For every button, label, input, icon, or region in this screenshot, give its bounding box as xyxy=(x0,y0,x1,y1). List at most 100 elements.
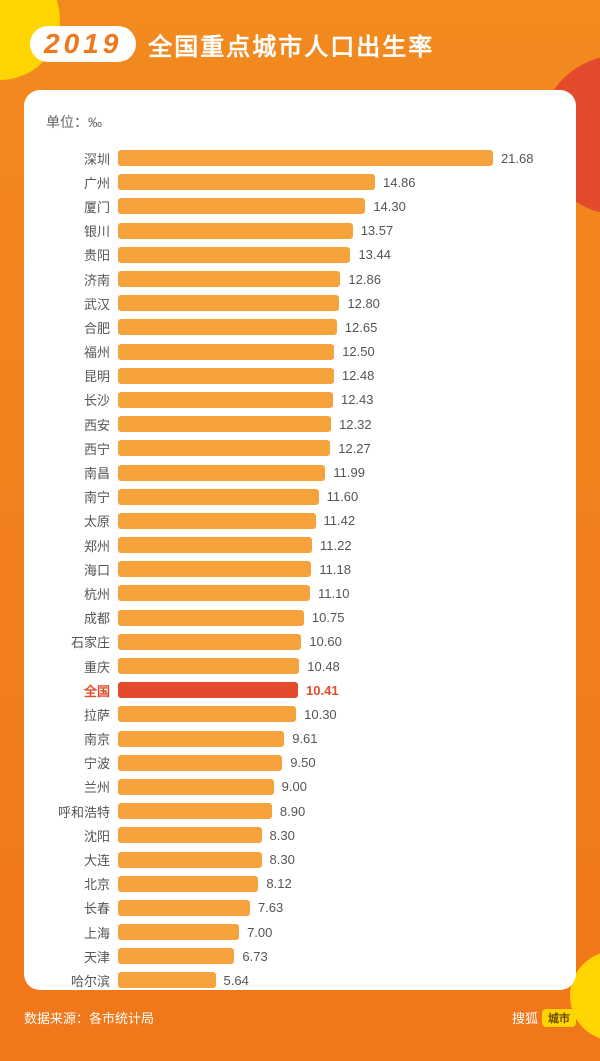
bar-label: 南京 xyxy=(46,729,118,748)
bar-label: 天津 xyxy=(46,947,118,966)
bar-label: 呼和浩特 xyxy=(46,802,118,821)
bar xyxy=(118,271,340,287)
year-pill: 2019 xyxy=(30,26,136,62)
bar-wrap: 10.60 xyxy=(118,634,554,650)
bar-label: 上海 xyxy=(46,923,118,942)
bar-label: 南昌 xyxy=(46,463,118,482)
bar-wrap: 13.57 xyxy=(118,223,554,239)
bar-value: 13.44 xyxy=(358,247,391,262)
bar-wrap: 12.43 xyxy=(118,392,554,408)
bar-row: 长春7.63 xyxy=(46,896,554,920)
bar xyxy=(118,827,262,843)
bar-label: 济南 xyxy=(46,270,118,289)
bar-row: 北京8.12 xyxy=(46,872,554,896)
bar-value: 9.61 xyxy=(292,731,317,746)
bar-row: 贵阳13.44 xyxy=(46,243,554,267)
bar-row: 南京 9.61 xyxy=(46,727,554,751)
bar-wrap: 10.75 xyxy=(118,610,554,626)
bar xyxy=(118,682,298,698)
bar-value: 12.27 xyxy=(338,441,371,456)
bar-wrap: 9.50 xyxy=(118,755,554,771)
bar-label: 武汉 xyxy=(46,294,118,313)
bar-value: 6.73 xyxy=(242,949,267,964)
bar-label: 长春 xyxy=(46,898,118,917)
bar-label: 南宁 xyxy=(46,487,118,506)
bar xyxy=(118,972,216,988)
bar-value: 10.60 xyxy=(309,634,342,649)
bar-wrap: 9.00 xyxy=(118,779,554,795)
bar-value: 12.43 xyxy=(341,392,374,407)
bar-wrap: 12.48 xyxy=(118,368,554,384)
bar-wrap: 14.30 xyxy=(118,198,554,214)
bar-wrap: 12.65 xyxy=(118,319,554,335)
bar-row: 西安12.32 xyxy=(46,412,554,436)
bar-row: 哈尔滨 5.64 xyxy=(46,968,554,992)
bar xyxy=(118,440,330,456)
bar-value: 11.99 xyxy=(333,465,365,480)
bar-row: 呼和浩特8.90 xyxy=(46,799,554,823)
bar-row: 广州14.86 xyxy=(46,170,554,194)
bar-value: 5.64 xyxy=(224,973,249,988)
bar-label: 重庆 xyxy=(46,657,118,676)
bar-row: 昆明 12.48 xyxy=(46,364,554,388)
bar xyxy=(118,755,282,771)
bar-label: 合肥 xyxy=(46,318,118,337)
bar-wrap: 7.00 xyxy=(118,924,554,940)
brand: 搜狐 城市 xyxy=(512,1008,576,1027)
brand-name: 搜狐 xyxy=(512,1008,538,1027)
footer: 数据来源：各市统计局 搜狐 城市 xyxy=(24,1008,576,1027)
bar-row: 南宁 11.60 xyxy=(46,485,554,509)
bar xyxy=(118,634,301,650)
bar xyxy=(118,948,234,964)
bar-value: 12.86 xyxy=(348,272,381,287)
bar xyxy=(118,198,365,214)
bar-value: 12.48 xyxy=(342,368,375,383)
bar xyxy=(118,803,272,819)
bar-value: 10.41 xyxy=(306,683,339,698)
bar-row: 沈阳8.30 xyxy=(46,823,554,847)
bar-value: 7.00 xyxy=(247,925,272,940)
bar-row: 西宁12.27 xyxy=(46,436,554,460)
bar-label: 昆明 xyxy=(46,366,118,385)
bar-row: 海口11.18 xyxy=(46,557,554,581)
bar-value: 10.30 xyxy=(304,707,337,722)
bar-label: 成都 xyxy=(46,608,118,627)
bar-wrap: 6.73 xyxy=(118,948,554,964)
bar xyxy=(118,295,339,311)
bar xyxy=(118,585,310,601)
bar-value: 11.18 xyxy=(319,562,351,577)
bar-wrap: 11.18 xyxy=(118,561,554,577)
bar-label: 兰州 xyxy=(46,777,118,796)
bar-label: 广州 xyxy=(46,173,118,192)
bar-wrap: 21.68 xyxy=(118,150,554,166)
bar-row: 福州 12.50 xyxy=(46,340,554,364)
bar xyxy=(118,731,284,747)
bar-label: 大连 xyxy=(46,850,118,869)
bar-row: 拉萨10.30 xyxy=(46,702,554,726)
bar xyxy=(118,610,304,626)
bar xyxy=(118,876,258,892)
bar-row: 深圳21.68 xyxy=(46,146,554,170)
bar xyxy=(118,465,325,481)
bar-value: 12.50 xyxy=(342,344,375,359)
bar-label: 哈尔滨 xyxy=(46,971,118,990)
bar-row: 兰州 9.00 xyxy=(46,775,554,799)
bar xyxy=(118,223,353,239)
bar-value: 12.80 xyxy=(347,296,380,311)
bar-value: 11.60 xyxy=(327,489,359,504)
bar xyxy=(118,150,493,166)
bar-row: 厦门14.30 xyxy=(46,194,554,218)
bar-row: 重庆 10.48 xyxy=(46,654,554,678)
bar-value: 13.57 xyxy=(361,223,394,238)
bar-value: 8.12 xyxy=(266,876,291,891)
bar-label: 福州 xyxy=(46,342,118,361)
bar-value: 8.30 xyxy=(270,852,295,867)
bar-value: 9.00 xyxy=(282,779,307,794)
bar-wrap: 12.80 xyxy=(118,295,554,311)
bar-row: 杭州11.10 xyxy=(46,581,554,605)
bar-wrap: 7.63 xyxy=(118,900,554,916)
bar-label: 沈阳 xyxy=(46,826,118,845)
bar-row: 大连 8.30 xyxy=(46,847,554,871)
bar-label: 杭州 xyxy=(46,584,118,603)
bar-value: 10.48 xyxy=(307,659,340,674)
